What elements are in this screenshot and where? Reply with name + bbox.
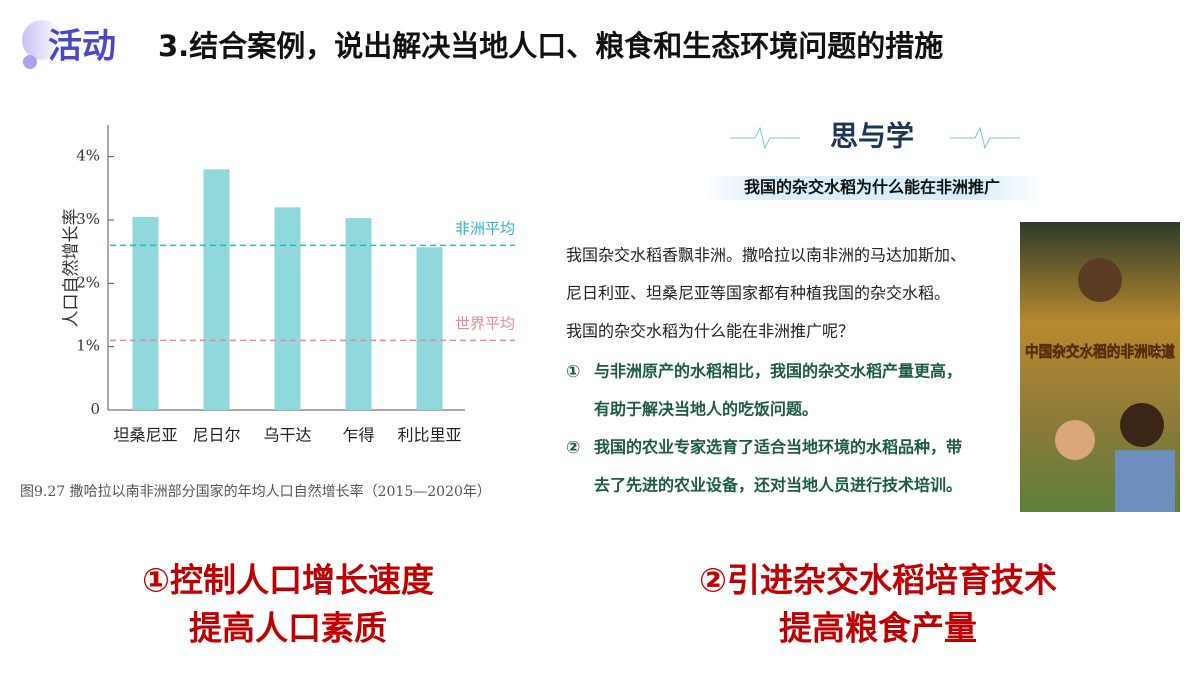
poster-figure (1115, 450, 1175, 512)
x-tick-label: 乍得 (342, 426, 374, 445)
point-number: ② (566, 438, 580, 458)
y-axis-label: 人口自然增长率 (62, 209, 82, 328)
bar (203, 169, 230, 410)
conclusion-line: ①控制人口增长速度 (142, 561, 434, 600)
point-line: 我国的农业专家选育了适合当地环境的水稻品种，带 (594, 438, 962, 457)
paragraph-line: 我国的杂交水稻为什么能在非洲推广呢？ (566, 322, 854, 341)
x-tick-label: 尼日尔 (192, 426, 240, 445)
y-tick-label: 1% (76, 337, 100, 355)
question-band (700, 176, 1045, 200)
figure-caption: 图9.27 撒哈拉以南非洲部分国家的年均人口自然增长率（2015—2020年） (20, 483, 491, 500)
poster-title: 中国杂交水稻的非洲味道 (1025, 343, 1175, 361)
y-tick-label: 4% (76, 147, 100, 165)
y-tick-label: 0 (90, 400, 100, 418)
poster-figure (1120, 403, 1164, 447)
point-number: ① (566, 362, 580, 382)
decoration (950, 126, 1020, 150)
poster-figure (1078, 258, 1122, 302)
y-tick-label: 2% (76, 273, 100, 291)
conclusion-line: ②引进杂交水稻培育技术 (699, 561, 1057, 600)
bar (345, 218, 372, 410)
bar (274, 207, 301, 410)
bar (132, 216, 159, 410)
decoration (730, 126, 800, 150)
panel-heading: 思与学 (830, 120, 914, 153)
x-tick-label: 利比里亚 (397, 426, 461, 445)
badge-decoration (23, 55, 37, 69)
badge-decoration (22, 20, 62, 60)
paragraph-line: 尼日利亚、坦桑尼亚等国家都有种植我国的杂交水稻。 (566, 284, 950, 303)
panel-question: 我国的杂交水稻为什么能在非洲推广 (744, 178, 1000, 197)
bar (416, 247, 443, 410)
y-tick-label: 3% (76, 210, 100, 228)
conclusion-line: 提高人口素质 (189, 609, 387, 648)
x-tick-label: 坦桑尼亚 (113, 426, 177, 445)
x-tick-label: 乌干达 (263, 426, 311, 445)
conclusion-line: 提高粮食产量 (779, 609, 977, 648)
point-line: 去了先进的农业设备，还对当地人员进行技术培训。 (594, 476, 962, 495)
point-line: 有助于解决当地人的吃饭问题。 (594, 400, 818, 419)
poster-figure (1055, 420, 1095, 460)
point-line: 与非洲原产的水稻相比，我国的杂交水稻产量更高， (594, 362, 962, 381)
paragraph-line: 我国杂交水稻香飘非洲。撒哈拉以南非洲的马达加斯加、 (566, 246, 966, 265)
slide-title: 3.结合案例，说出解决当地人口、粮食和生态环境问题的措施 (158, 29, 943, 63)
reference-label: 非洲平均 (455, 219, 515, 237)
badge: 活动 (48, 27, 116, 67)
reference-label: 世界平均 (455, 314, 515, 332)
